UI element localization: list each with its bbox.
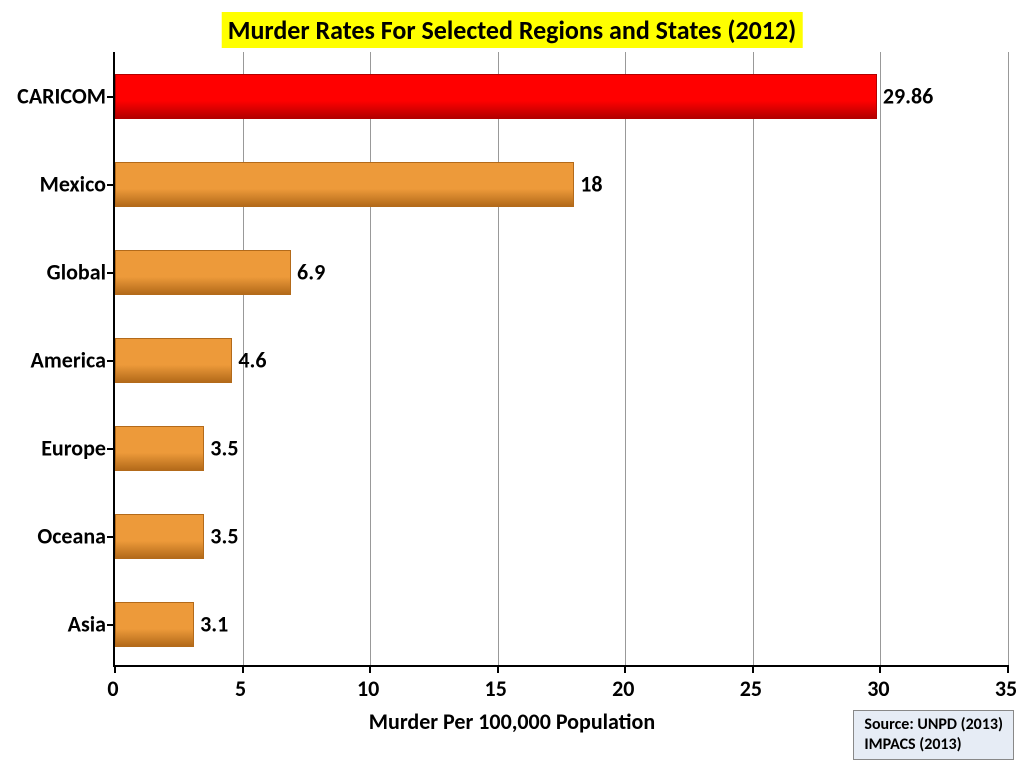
- bar: [115, 74, 877, 119]
- bar: [115, 250, 291, 295]
- x-tick: [879, 665, 881, 673]
- bar: [115, 338, 232, 383]
- y-category-label: Global: [6, 259, 106, 286]
- x-tick-label: 0: [107, 675, 118, 702]
- gridline: [370, 52, 371, 665]
- bar-value-label: 6.9: [297, 259, 325, 286]
- x-tick-label: 30: [867, 675, 889, 702]
- x-tick-label: 20: [612, 675, 634, 702]
- y-category-label: Europe: [6, 435, 106, 462]
- bar: [115, 514, 204, 559]
- y-category-label: CARICOM: [6, 83, 106, 110]
- gridline: [625, 52, 626, 665]
- source-line-1: Source: UNPD (2013): [864, 715, 1003, 735]
- bar: [115, 602, 194, 647]
- x-tick-label: 15: [485, 675, 507, 702]
- x-tick: [624, 665, 626, 673]
- x-axis-label: Murder Per 100,000 Population: [369, 708, 655, 735]
- x-tick-label: 10: [357, 675, 379, 702]
- y-tick: [107, 536, 115, 538]
- x-tick: [497, 665, 499, 673]
- y-tick: [107, 360, 115, 362]
- x-tick: [752, 665, 754, 673]
- y-tick: [107, 448, 115, 450]
- bar: [115, 162, 574, 207]
- bar-value-label: 4.6: [238, 347, 266, 374]
- bar-value-label: 3.5: [210, 523, 238, 550]
- bar: [115, 426, 204, 471]
- gridline: [1008, 52, 1009, 665]
- source-line-2: IMPACS (2013): [864, 735, 1003, 755]
- x-tick: [114, 665, 116, 673]
- x-tick: [369, 665, 371, 673]
- y-tick: [107, 272, 115, 274]
- x-tick-label: 35: [995, 675, 1017, 702]
- bar-value-label: 29.86: [883, 83, 933, 110]
- x-tick-label: 5: [235, 675, 246, 702]
- y-tick: [107, 184, 115, 186]
- y-category-label: America: [6, 347, 106, 374]
- gridline: [753, 52, 754, 665]
- source-box: Source: UNPD (2013) IMPACS (2013): [853, 710, 1014, 760]
- bar-value-label: 18: [580, 171, 602, 198]
- y-tick: [107, 96, 115, 98]
- x-tick: [242, 665, 244, 673]
- x-tick: [1007, 665, 1009, 673]
- x-tick-label: 25: [740, 675, 762, 702]
- gridline: [498, 52, 499, 665]
- y-category-label: Oceana: [6, 523, 106, 550]
- chart-title: Murder Rates For Selected Regions and St…: [222, 12, 803, 48]
- bar-value-label: 3.1: [200, 611, 228, 638]
- y-category-label: Mexico: [6, 171, 106, 198]
- y-category-label: Asia: [6, 611, 106, 638]
- bar-value-label: 3.5: [210, 435, 238, 462]
- y-tick: [107, 624, 115, 626]
- gridline: [880, 52, 881, 665]
